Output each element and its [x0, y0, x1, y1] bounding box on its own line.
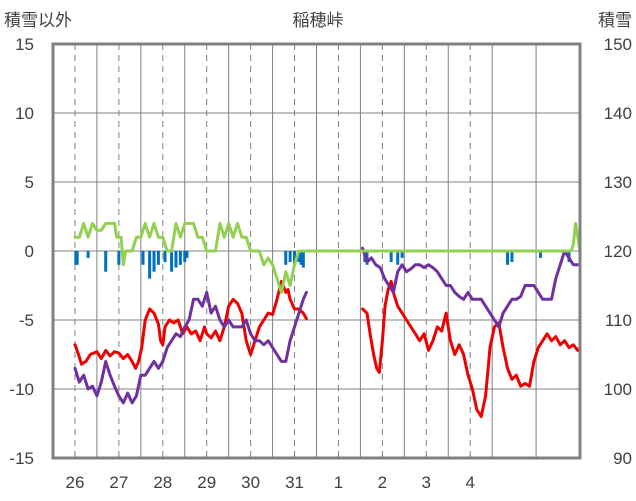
left-tick-label-3: 0 — [25, 242, 34, 261]
blue-bar-1 — [75, 251, 79, 265]
blue-bar-10 — [170, 251, 174, 272]
left-axis-label: 積雪以外 — [4, 11, 72, 30]
chart-title: 稲穂峠 — [293, 11, 344, 30]
x-tick-label-0: 26 — [65, 473, 84, 492]
blue-bar-27 — [510, 251, 514, 263]
blue-bar-4 — [117, 251, 121, 265]
left-tick-label-4: -5 — [19, 311, 34, 330]
x-tick-label-2: 28 — [153, 473, 172, 492]
blue-bar-9 — [163, 251, 167, 263]
x-tick-label-1: 27 — [109, 473, 128, 492]
blue-bar-2 — [86, 251, 90, 258]
red-series-line-0 — [73, 279, 308, 370]
line-series — [73, 221, 582, 419]
blue-bar-15 — [284, 251, 288, 265]
right-tick-label-2: 130 — [604, 173, 632, 192]
blue-bar-25 — [400, 251, 404, 258]
green-series-line-0 — [73, 221, 308, 294]
blue-bar-16 — [288, 251, 292, 263]
blue-bar-14 — [185, 251, 189, 258]
blue-bar-8 — [156, 251, 160, 265]
x-tick-label-5: 31 — [285, 473, 304, 492]
right-tick-labels: 150 140 130 120 110 100 90 — [604, 35, 632, 468]
green-series-line-1 — [304, 221, 582, 253]
blue-bar-12 — [178, 251, 182, 265]
x-tick-label-8: 3 — [422, 473, 431, 492]
right-tick-label-0: 150 — [604, 35, 632, 54]
blue-bar-18 — [297, 251, 301, 263]
left-tick-label-6: -15 — [9, 449, 34, 468]
blue-bar-5 — [141, 251, 145, 265]
x-tick-label-3: 29 — [197, 473, 216, 492]
blue-bar-26 — [506, 251, 510, 265]
right-tick-label-5: 100 — [604, 380, 632, 399]
blue-bar-28 — [538, 251, 542, 258]
x-tick-label-6: 1 — [334, 473, 343, 492]
blue-bar-series — [74, 251, 571, 279]
purple-series-line-1 — [361, 246, 582, 329]
right-axis-label: 積雪 — [598, 11, 632, 30]
blue-bar-19 — [299, 251, 303, 265]
purple-series-line-0 — [73, 290, 308, 405]
right-tick-label-1: 140 — [604, 104, 632, 123]
blue-bar-23 — [389, 251, 393, 263]
left-tick-label-2: 5 — [25, 173, 34, 192]
x-tick-label-4: 30 — [241, 473, 260, 492]
left-tick-label-0: 15 — [15, 35, 34, 54]
blue-bar-11 — [174, 251, 178, 268]
blue-bar-20 — [301, 251, 305, 268]
blue-bar-3 — [104, 251, 108, 272]
blue-bar-24 — [396, 251, 400, 265]
left-tick-labels: 15 10 5 0 -5 -10 -15 — [9, 35, 34, 468]
x-tick-label-7: 2 — [378, 473, 387, 492]
plot-frame — [51, 42, 582, 460]
right-tick-label-6: 90 — [613, 449, 632, 468]
red-series-line-1 — [361, 279, 582, 419]
right-tick-label-3: 120 — [604, 242, 632, 261]
blue-bar-17 — [293, 251, 297, 265]
left-tick-label-5: -10 — [9, 380, 34, 399]
blue-bar-13 — [183, 251, 187, 263]
x-tick-label-9: 4 — [465, 473, 474, 492]
blue-bar-7 — [152, 251, 156, 272]
x-tick-labels: 26 27 28 29 30 31 1 2 3 4 — [65, 473, 474, 492]
left-tick-label-1: 10 — [15, 104, 34, 123]
right-tick-label-4: 110 — [605, 311, 632, 330]
blue-bar-6 — [148, 251, 152, 279]
